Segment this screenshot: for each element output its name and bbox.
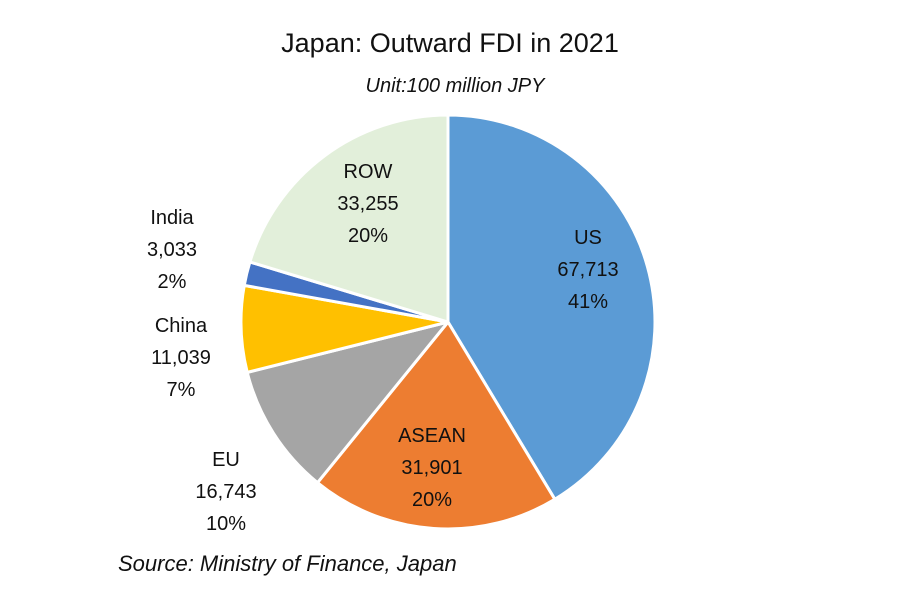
slice-label-eu: EU: [212, 449, 240, 471]
pie-slice-us: [446, 113, 657, 501]
slice-value-eu: 16,743: [195, 481, 256, 503]
slice-percent-row: 20%: [348, 225, 388, 247]
slice-label-china: China: [155, 315, 208, 337]
slice-value-row: 33,255: [337, 193, 398, 215]
slice-value-china: 11,039: [151, 347, 211, 369]
chart-subtitle: Unit:100 million JPY: [366, 75, 547, 97]
slice-percent-india: 2%: [158, 271, 187, 293]
slice-percent-eu: 10%: [206, 513, 246, 535]
slice-value-us: 67,713: [557, 259, 618, 281]
slice-value-asean: 31,901: [401, 457, 462, 479]
chart-title: Japan: Outward FDI in 2021: [281, 28, 619, 58]
pie-slices: [239, 113, 657, 531]
pie-slice-row: [248, 113, 450, 324]
pie-slice-eu: [245, 320, 450, 485]
slice-label-row: ROW: [344, 161, 393, 183]
slice-percent-us: 41%: [568, 291, 608, 313]
slice-label-asean: ASEAN: [398, 425, 466, 447]
pie-slice-asean: [315, 320, 557, 531]
slice-label-india: India: [150, 207, 194, 229]
slice-label-us: US: [574, 227, 602, 249]
chart-source-note: Source: Ministry of Finance, Japan: [118, 551, 457, 576]
pie-labels: US 67,713 41% ASEAN 31,901 20% EU 16,743 10% Chin…: [147, 161, 619, 535]
slice-value-india: 3,033: [147, 239, 197, 261]
slice-percent-china: 7%: [167, 379, 196, 401]
slice-percent-asean: 20%: [412, 489, 452, 511]
